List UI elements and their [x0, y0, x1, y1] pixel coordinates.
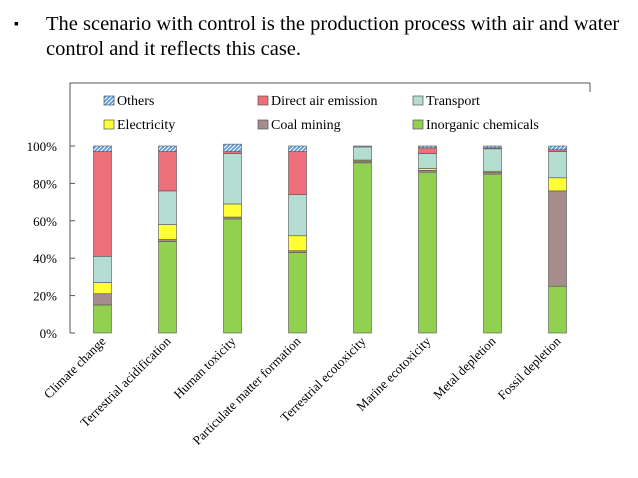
- legend-swatch: [257, 119, 269, 130]
- y-tick-label: 0%: [40, 326, 58, 341]
- y-tick-label: 20%: [33, 289, 57, 304]
- legend-label: Electricity: [117, 118, 175, 133]
- bar-segment-transport: [288, 194, 307, 237]
- x-tick-label: Human toxicity: [171, 333, 239, 401]
- bar-segment-transport: [158, 190, 177, 225]
- bar-segment-inorganic-chemicals: [223, 218, 242, 334]
- y-tick-label: 60%: [33, 214, 57, 229]
- bar-segment-others: [483, 145, 502, 149]
- bar-stack-terrestrial-acidification: [158, 145, 177, 334]
- legend-item-transport: Transport: [412, 94, 480, 109]
- y-axis: 0% 20% 40% 60% 80% 100%: [27, 82, 591, 341]
- bar-segment-inorganic-chemicals: [548, 285, 567, 334]
- bar-segment-transport: [223, 153, 242, 205]
- x-tick-label: Particulate matter formation: [189, 333, 304, 448]
- x-tick-label: Metal depletion: [430, 333, 499, 402]
- bar-segment-electricity: [288, 235, 307, 252]
- bar-stack-terrestrial-ecotoxicity: [353, 145, 372, 334]
- bar-segment-transport: [93, 256, 112, 283]
- legend-swatch: [257, 95, 269, 106]
- legend-swatch: [412, 95, 424, 106]
- slide-text: ▪ The scenario with control is the produ…: [14, 12, 624, 62]
- bar-segment-electricity: [158, 224, 177, 240]
- legend-label: Coal mining: [271, 118, 341, 133]
- bar-segment-direct-air-emission: [158, 151, 177, 192]
- bar-stack-particulate-matter-formation: [288, 145, 307, 334]
- legend-label: Transport: [426, 94, 480, 109]
- bar-segment-transport: [418, 153, 437, 169]
- x-tick-label: Fossil depletion: [495, 333, 564, 402]
- bullet-icon: ▪: [14, 17, 19, 32]
- legend-label: Direct air emission: [271, 94, 378, 109]
- bar-segment-electricity: [223, 203, 242, 218]
- bar-segment-others: [353, 145, 372, 148]
- legend-swatch: [103, 95, 115, 106]
- bars: [93, 143, 567, 334]
- legend-swatch: [412, 119, 424, 130]
- bar-segment-others: [223, 143, 242, 152]
- y-tick-label: 100%: [27, 139, 58, 154]
- legend-label: Others: [117, 94, 154, 109]
- bar-segment-electricity: [93, 282, 112, 295]
- bar-segment-inorganic-chemicals: [288, 252, 307, 334]
- bar-segment-direct-air-emission: [418, 147, 437, 154]
- bar-segment-others: [548, 145, 567, 151]
- bar-segment-inorganic-chemicals: [418, 171, 437, 334]
- bar-segment-others: [418, 145, 437, 149]
- legend-label: Inorganic chemicals: [426, 118, 539, 133]
- plot-frame: [69, 82, 590, 333]
- bar-segment-coal-mining: [93, 293, 112, 306]
- bar-stack-human-toxicity: [223, 143, 242, 334]
- bar-segment-inorganic-chemicals: [483, 173, 502, 334]
- y-tick-label: 40%: [33, 251, 57, 266]
- bar-segment-transport: [548, 151, 567, 179]
- y-tick-label: 80%: [33, 176, 57, 191]
- bar-segment-others: [93, 145, 112, 152]
- bar-stack-fossil-depletion: [548, 145, 567, 334]
- legend-item-inorganic-chemicals: Inorganic chemicals: [412, 118, 539, 133]
- bar-segment-inorganic-chemicals: [353, 162, 372, 334]
- legend-item-coal-mining: Coal mining: [257, 118, 341, 133]
- bar-stack-marine-ecotoxicity: [418, 145, 437, 334]
- bar-stack-metal-depletion: [483, 145, 502, 334]
- legend-item-electricity: Electricity: [103, 118, 175, 133]
- bar-segment-transport: [483, 148, 502, 172]
- bar-segment-electricity: [548, 177, 567, 192]
- bar-stack-climate-change: [93, 145, 112, 334]
- bar-segment-inorganic-chemicals: [93, 304, 112, 334]
- legend-item-others: Others: [103, 94, 154, 109]
- bar-segment-direct-air-emission: [288, 151, 307, 195]
- x-tick-label: Climate change: [41, 333, 109, 401]
- bar-segment-coal-mining: [548, 190, 567, 287]
- legend-item-direct-air-emission: Direct air emission: [257, 94, 378, 109]
- bar-segment-others: [288, 145, 307, 152]
- slide-paragraph: The scenario with control is the product…: [46, 13, 620, 60]
- bar-segment-transport: [353, 146, 372, 161]
- legend: Others Direct air emission Transport Electr…: [103, 94, 539, 133]
- bar-segment-others: [158, 145, 177, 152]
- legend-swatch: [103, 119, 115, 130]
- bar-segment-inorganic-chemicals: [158, 241, 177, 334]
- bar-segment-direct-air-emission: [93, 151, 112, 257]
